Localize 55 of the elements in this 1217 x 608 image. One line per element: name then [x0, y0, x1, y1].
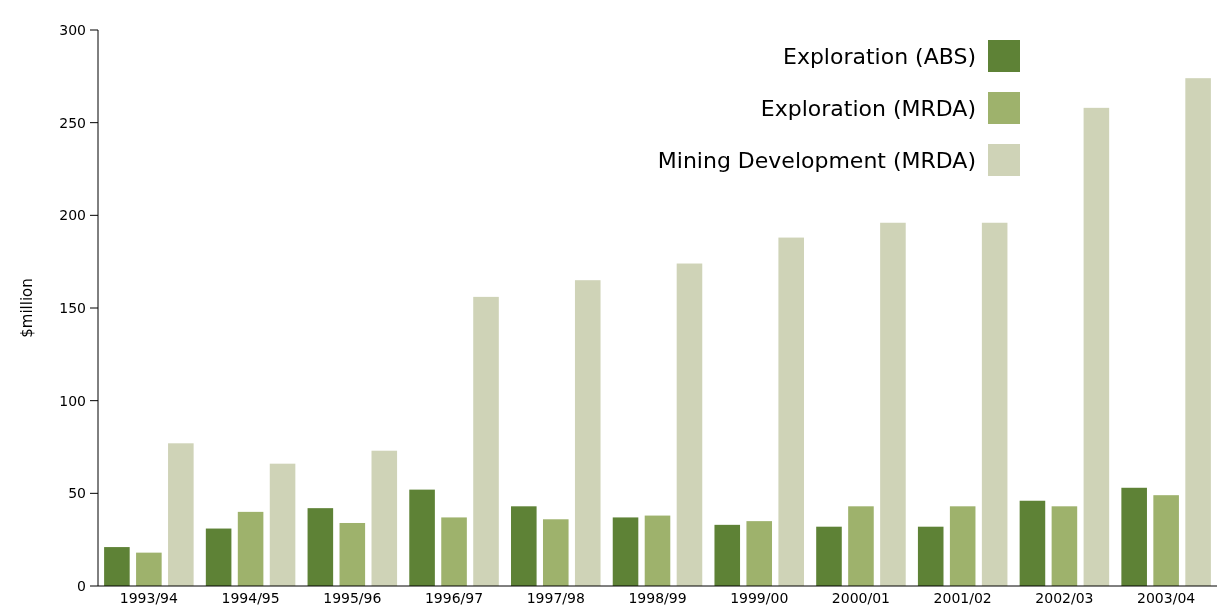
bar [473, 296, 499, 586]
x-tick-label: 1997/98 [526, 590, 585, 606]
bar [917, 526, 944, 586]
x-tick-label: 1998/99 [628, 590, 687, 606]
bar [205, 528, 232, 586]
y-axis-title: $million [18, 278, 36, 338]
bar [676, 263, 703, 586]
legend-label: Exploration (ABS) [782, 43, 976, 69]
x-tick-label: 1995/96 [323, 590, 382, 606]
bar [441, 517, 467, 586]
bar [644, 515, 671, 586]
bar [269, 463, 296, 586]
bar [778, 237, 804, 586]
bar [981, 222, 1008, 586]
x-tick-label: 2002/03 [1035, 590, 1094, 606]
bar [1083, 107, 1110, 586]
bar [848, 506, 874, 586]
bar [574, 280, 601, 586]
x-tick-label: 2003/04 [1137, 590, 1196, 606]
bar [168, 443, 194, 586]
bar [136, 552, 162, 586]
bar [714, 524, 741, 586]
legend-label: Exploration (MRDA) [760, 95, 976, 121]
y-tick-label: 300 [59, 21, 86, 38]
y-tick-label: 150 [59, 299, 86, 316]
bar [1019, 500, 1046, 586]
y-tick-label: 100 [59, 392, 86, 409]
bar [307, 508, 334, 586]
x-tick-label: 1994/95 [221, 590, 280, 606]
bar [237, 511, 264, 586]
bar [542, 519, 569, 586]
bar [1153, 495, 1179, 586]
bar [511, 506, 537, 586]
bar [104, 547, 130, 586]
bar [1051, 506, 1078, 586]
x-tick-label: 1993/94 [119, 590, 179, 606]
bar [371, 450, 398, 586]
legend-label: Mining Development (MRDA) [657, 147, 976, 173]
bar [746, 521, 773, 586]
x-tick-label: 2000/01 [831, 590, 891, 606]
bar [409, 489, 435, 586]
bar [949, 506, 976, 586]
x-tick-label: 1999/00 [730, 590, 789, 606]
bar [339, 522, 366, 586]
bar [816, 526, 842, 586]
y-tick-label: 50 [68, 485, 86, 502]
y-tick-label: 200 [59, 207, 86, 224]
x-tick-label: 1996/97 [424, 590, 484, 606]
bar [612, 517, 639, 586]
bar [880, 222, 906, 586]
y-tick-label: 0 [77, 577, 86, 594]
y-tick-label: 250 [59, 114, 86, 131]
bar [1185, 78, 1211, 586]
x-tick-label: 2001/02 [933, 590, 992, 606]
bar [1121, 487, 1147, 586]
